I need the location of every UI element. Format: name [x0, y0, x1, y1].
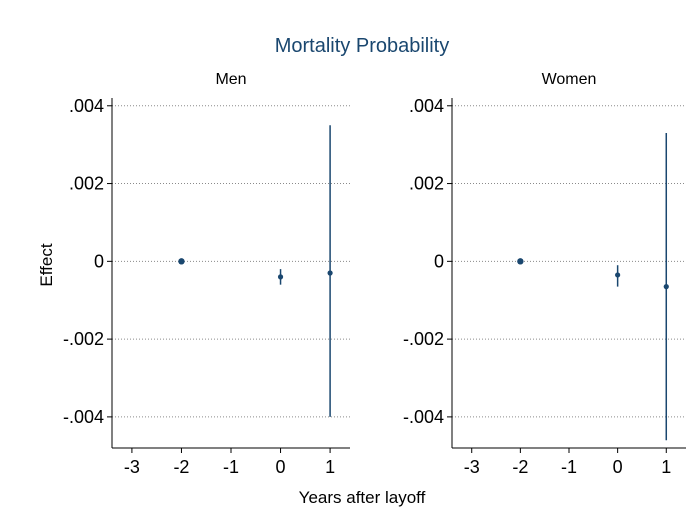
chart-title: Mortality Probability: [275, 35, 450, 57]
x-tick-label: -1: [223, 457, 239, 477]
data-point: [615, 272, 621, 278]
panel-title: Women: [542, 71, 597, 88]
x-tick-label: 1: [325, 457, 335, 477]
x-tick-label: -3: [124, 457, 140, 477]
panel-title: Men: [215, 71, 246, 88]
x-tick-label: -1: [561, 457, 577, 477]
y-tick-label: .004: [409, 96, 444, 116]
y-tick-label: -.004: [63, 407, 104, 427]
panel-women: Women .004 .002 0 -.002 -.004 -3 -2 -1 0 1: [403, 71, 686, 477]
x-tick-label: -3: [464, 457, 480, 477]
data-point: [327, 270, 333, 276]
panel-men: Men .004 .002 0 -.002 -.004 -3 -2 -1 0 1: [63, 71, 350, 477]
x-tick-label: 0: [613, 457, 623, 477]
x-axis-title: Years after layoff: [299, 488, 426, 507]
x-tick-label: 1: [661, 457, 671, 477]
x-tick-label: -2: [512, 457, 528, 477]
data-point: [663, 284, 669, 290]
data-point: [277, 274, 284, 280]
y-tick-label: 0: [94, 251, 104, 271]
y-tick-label: -.004: [403, 407, 444, 427]
y-tick-label: -.002: [63, 329, 104, 349]
y-tick-label: .002: [409, 174, 444, 194]
x-tick-label: -2: [173, 457, 189, 477]
panels-group: Men .004 .002 0 -.002 -.004 -3 -2 -1 0 1 Women .004.…: [63, 71, 686, 477]
data-point: [178, 258, 185, 265]
y-tick-label: .004: [69, 96, 104, 116]
y-tick-label: 0: [434, 251, 444, 271]
y-axis-title: Effect: [37, 243, 56, 286]
x-tick-label: 0: [276, 457, 286, 477]
data-point: [517, 258, 524, 265]
y-tick-label: .002: [69, 174, 104, 194]
y-tick-label: -.002: [403, 329, 444, 349]
